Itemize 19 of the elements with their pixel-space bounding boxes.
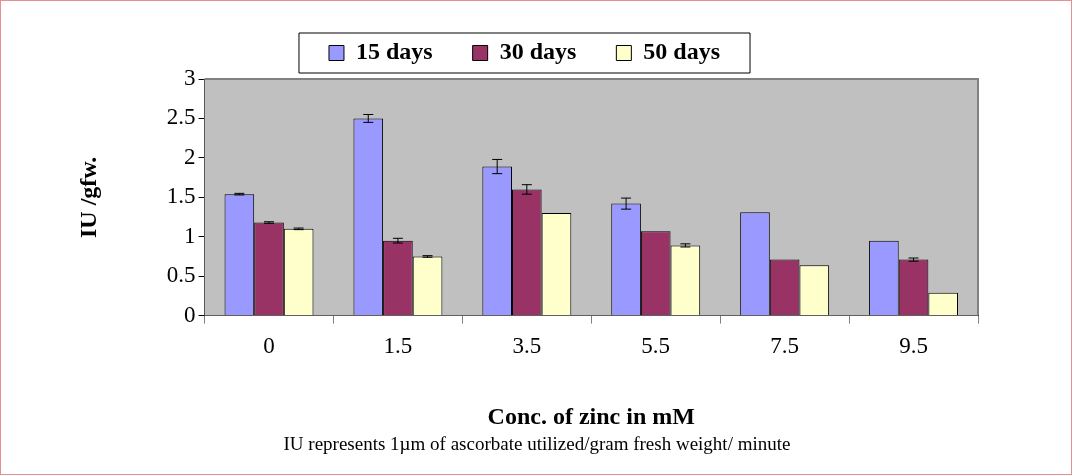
text: IU represents 1µm of ascorbate utilized/gram fresh weight/ minute bbox=[282, 433, 792, 455]
y-tick-label: 1 bbox=[184, 222, 196, 248]
x-axis-title: Conc. of zinc in mM bbox=[487, 402, 695, 429]
x-tick-label: 9.5 bbox=[899, 333, 928, 359]
y-axis-title: IU /gfw. bbox=[74, 156, 101, 238]
x-tick-label: 7.5 bbox=[770, 333, 800, 359]
y-tick-label: 0 bbox=[184, 301, 196, 327]
y-tick-label: 2.5 bbox=[166, 104, 196, 130]
x-tick-label: 3.5 bbox=[512, 333, 542, 359]
y-tick-label: 0.5 bbox=[166, 262, 196, 288]
legend-label: 30 days bbox=[499, 38, 577, 65]
y-tick-label: 1.5 bbox=[166, 183, 196, 209]
x-tick-label: 5.5 bbox=[641, 333, 671, 359]
legend-label: 50 days bbox=[643, 38, 721, 65]
y-tick-label: 3 bbox=[184, 65, 196, 91]
y-tick-label: 2 bbox=[184, 143, 196, 169]
legend-label: 15 days bbox=[355, 38, 433, 65]
x-tick-label: 1.5 bbox=[383, 333, 413, 359]
x-tick-label: 0 bbox=[263, 333, 275, 359]
